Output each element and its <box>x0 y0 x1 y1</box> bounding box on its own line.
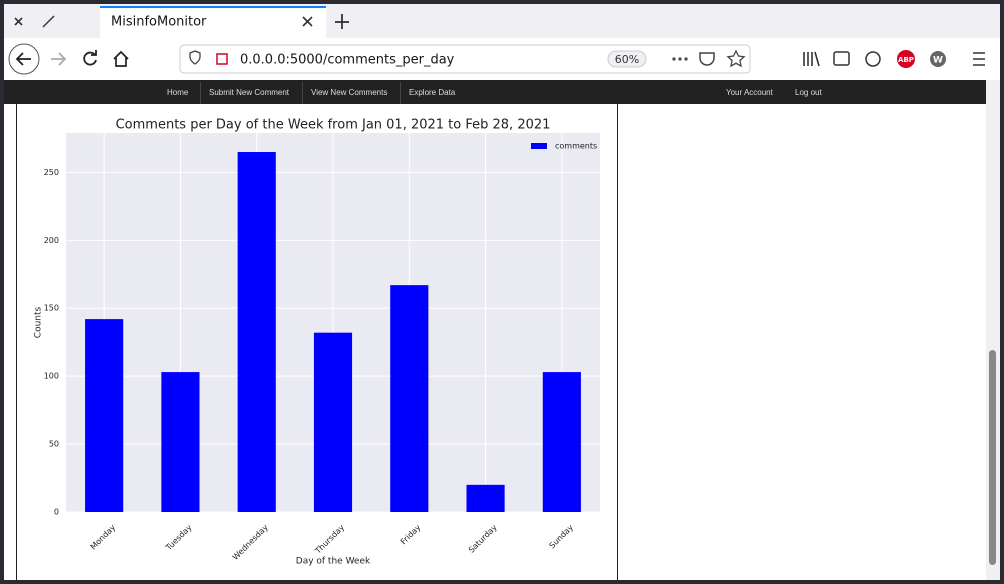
close-window[interactable] <box>14 17 23 26</box>
tab[interactable] <box>100 6 326 38</box>
insecure-icon <box>216 53 228 65</box>
page-actions[interactable] <box>672 57 688 61</box>
nav-link[interactable]: Your Account <box>726 88 774 97</box>
y-tick-label: 100 <box>44 372 59 381</box>
y-tick-label: 0 <box>54 508 59 517</box>
back-button[interactable] <box>8 43 40 75</box>
url-bar[interactable] <box>179 44 751 74</box>
forward-button[interactable] <box>51 52 67 66</box>
x-axis-label: Day of the Week <box>296 557 371 567</box>
url-text: 0.0.0.0:5000/comments_per_day <box>240 53 455 68</box>
chart-title: Comments per Day of the Week from Jan 01… <box>116 118 551 133</box>
y-tick-label: 250 <box>44 168 59 177</box>
bar <box>237 152 276 512</box>
bar <box>542 372 581 512</box>
zoom-badge[interactable] <box>607 50 647 68</box>
sidebar-button[interactable] <box>833 51 850 66</box>
bar <box>466 484 505 512</box>
back-icon <box>15 52 31 66</box>
y-tick-label: 150 <box>44 304 59 313</box>
new-tab[interactable] <box>335 14 349 29</box>
y-axis-label: Counts <box>34 306 44 338</box>
tab-highlight <box>100 6 326 8</box>
nav-link[interactable]: View New Comments <box>311 88 387 97</box>
abp-text: ABP <box>898 56 914 64</box>
library-button[interactable] <box>803 51 820 67</box>
home-button[interactable] <box>113 50 129 67</box>
y-tick-label: 200 <box>44 236 59 245</box>
account-button[interactable] <box>865 51 881 67</box>
chart: Comments per Day of the Week from Jan 01… <box>34 118 600 567</box>
navbar <box>4 80 986 104</box>
nav-link[interactable]: Home <box>167 88 189 97</box>
zoom-text: 60% <box>615 53 639 66</box>
pocket-button[interactable] <box>699 52 715 66</box>
w-button[interactable] <box>930 51 946 67</box>
bar <box>313 332 353 512</box>
close-tab[interactable] <box>302 16 313 27</box>
bookmark-button[interactable] <box>726 49 746 68</box>
tab-title: MisinfoMonitor <box>111 15 207 30</box>
shield-icon <box>189 50 201 65</box>
bar <box>161 372 200 512</box>
nav-link[interactable]: Log out <box>795 88 822 97</box>
menu-button[interactable] <box>973 52 985 66</box>
y-tick-label: 50 <box>49 440 59 449</box>
scroll-thumb[interactable] <box>989 350 996 565</box>
bar <box>85 319 124 512</box>
w-text: W <box>933 56 943 66</box>
bar <box>390 285 429 512</box>
restore-window[interactable] <box>42 15 55 28</box>
nav-link[interactable]: Explore Data <box>409 88 456 97</box>
nav-link[interactable]: Submit New Comment <box>209 88 290 97</box>
legend-swatch <box>531 143 547 149</box>
abp-button[interactable] <box>897 50 915 68</box>
reload-button[interactable] <box>83 50 97 66</box>
legend-label: comments <box>555 142 597 151</box>
